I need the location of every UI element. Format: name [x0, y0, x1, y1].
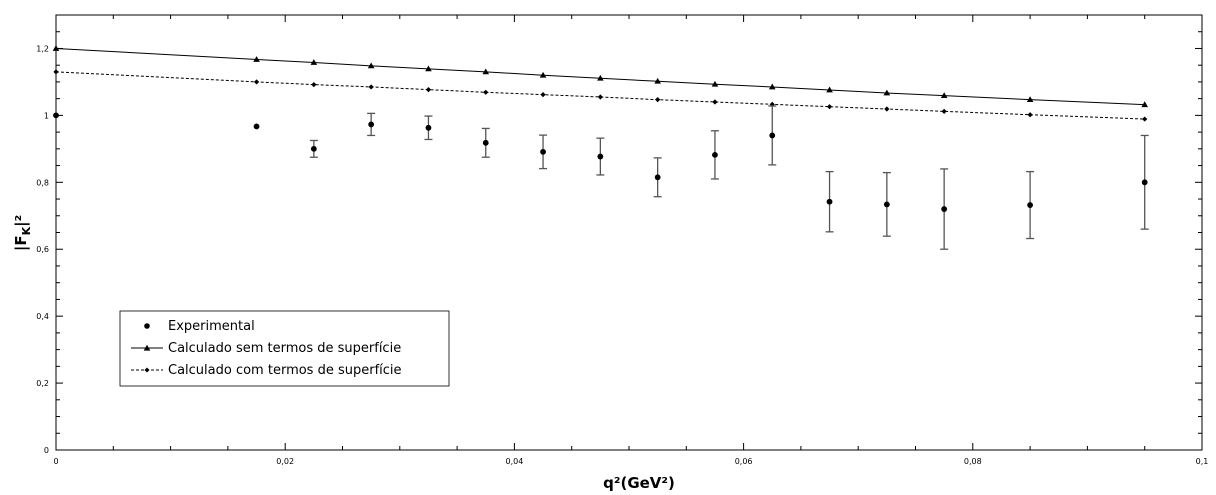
data-point [712, 151, 718, 158]
y-tick-label: 1,2 [36, 44, 49, 53]
series-marker-triangle [310, 59, 318, 65]
y-tick-label: 0,2 [36, 379, 49, 388]
y-axis-title-end: |² [12, 215, 31, 227]
series-marker-triangle [52, 45, 60, 51]
y-tick-label: 0 [44, 446, 49, 455]
y-tick-label: 0,8 [36, 178, 49, 187]
data-point [253, 123, 260, 130]
legend-label-sem-termos: Calculado sem termos de superfície [168, 341, 401, 356]
series-marker-diamond [1142, 116, 1148, 122]
series-marker-triangle [940, 92, 948, 99]
series-marker-diamond [1027, 112, 1033, 118]
data-point [540, 148, 546, 155]
series-marker-diamond [425, 87, 432, 93]
data-point [654, 174, 661, 181]
series-marker-triangle [597, 74, 604, 81]
x-tick-label: 0,06 [735, 457, 753, 466]
legend: Experimental Calculado sem termos de sup… [119, 310, 450, 387]
data-point [826, 198, 833, 205]
legend-marker-experimental [144, 323, 150, 329]
series-marker-diamond [368, 84, 374, 90]
series-marker-diamond [53, 69, 59, 75]
data-point [1141, 179, 1148, 186]
y-tick-label: 0,4 [36, 312, 49, 321]
series-marker-diamond [941, 108, 947, 114]
series-marker-diamond [253, 79, 260, 85]
x-tick-label: 0 [53, 457, 58, 466]
x-tick-label: 0,1 [1196, 457, 1209, 466]
series-marker-triangle [826, 86, 833, 93]
series-marker-diamond [311, 82, 317, 88]
data-point [482, 139, 489, 146]
series-marker-diamond [540, 92, 546, 98]
data-point [425, 124, 432, 131]
series-marker-triangle [482, 68, 490, 75]
legend-box [119, 310, 450, 387]
legend-marker-com-termos [144, 367, 150, 373]
series-0 [53, 105, 1149, 250]
series-marker-diamond [597, 94, 603, 100]
x-tick-label: 0,04 [505, 457, 523, 466]
series-1 [52, 45, 1148, 108]
series-marker-diamond [884, 106, 890, 112]
data-point [310, 145, 317, 152]
legend-entry-sem-termos: Calculado sem termos de superfície [131, 341, 401, 356]
series-marker-triangle [367, 62, 375, 69]
series-marker-triangle [654, 77, 661, 84]
x-tick-label: 0,02 [276, 457, 294, 466]
series-marker-triangle [883, 89, 891, 96]
series-marker-diamond [655, 97, 661, 103]
legend-entry-experimental: Experimental [144, 319, 255, 334]
series-marker-triangle [1141, 101, 1148, 108]
y-tick-label: 1 [44, 111, 49, 120]
y-axis-title-subscript: K [20, 226, 33, 235]
series-line [55, 71, 1145, 120]
data-point [941, 206, 948, 212]
series-marker-triangle [711, 80, 719, 87]
legend-label-com-termos: Calculado com termos de superfície [168, 363, 402, 378]
data-point [368, 121, 375, 128]
series-marker-diamond [483, 89, 489, 95]
legend-entry-com-termos: Calculado com termos de superfície [131, 363, 402, 378]
data-point [1027, 202, 1033, 208]
data-point [769, 132, 776, 139]
x-axis-title: q²(GeV²) [603, 474, 675, 492]
y-tick-labels: 0 0,2 0,4 0,6 0,8 1 1,2 [36, 44, 49, 455]
legend-marker-sem-termos [143, 344, 151, 351]
series-marker-diamond [826, 104, 833, 110]
x-tick-label: 0,08 [964, 457, 982, 466]
series-marker-triangle [768, 83, 776, 90]
legend-label-experimental: Experimental [168, 319, 255, 334]
series-marker-triangle [539, 71, 547, 78]
series-marker-triangle [425, 65, 432, 72]
y-axis-title-main: |F [12, 235, 31, 251]
series-marker-triangle [253, 56, 260, 62]
y-axis-title: |FK|² [12, 215, 33, 251]
data-point [883, 201, 890, 208]
x-tick-labels: 0 0,02 0,04 0,06 0,08 0,1 [53, 457, 1208, 466]
series-marker-diamond [712, 99, 718, 105]
y-tick-label: 0,6 [36, 245, 49, 254]
series-line [55, 47, 1145, 106]
series-layer [52, 45, 1149, 250]
data-point [597, 153, 604, 160]
data-point [53, 112, 59, 119]
series-marker-triangle [1026, 96, 1034, 103]
